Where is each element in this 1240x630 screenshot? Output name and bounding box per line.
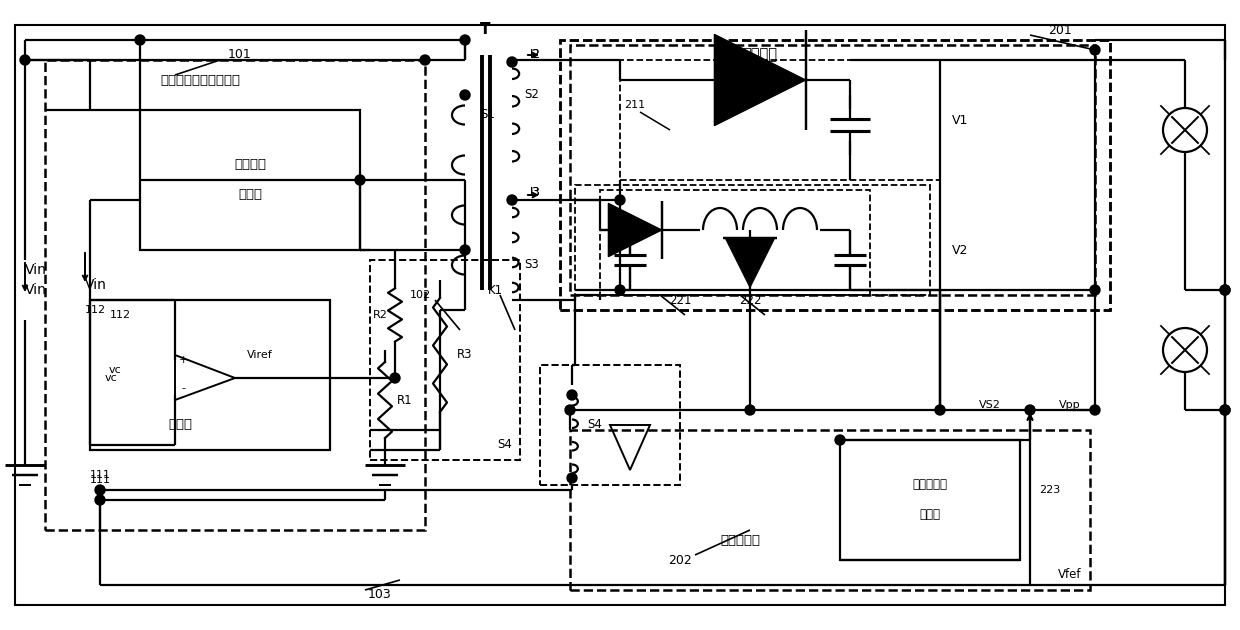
Bar <box>570 430 1090 590</box>
Text: Viref: Viref <box>247 350 273 360</box>
Circle shape <box>95 495 105 505</box>
Text: S4: S4 <box>588 418 603 432</box>
Bar <box>539 365 680 485</box>
Text: S3: S3 <box>525 258 539 272</box>
Bar <box>370 260 520 460</box>
Bar <box>45 60 425 530</box>
Text: S2: S2 <box>525 88 539 101</box>
Text: vc: vc <box>105 373 118 383</box>
Text: Vin: Vin <box>25 283 47 297</box>
Text: 223: 223 <box>1039 485 1060 495</box>
Circle shape <box>567 473 577 483</box>
Text: VS2: VS2 <box>980 400 1001 410</box>
Bar <box>839 440 1021 560</box>
Bar <box>600 190 870 295</box>
Bar <box>570 45 1095 295</box>
Circle shape <box>1220 405 1230 415</box>
Circle shape <box>1220 285 1230 295</box>
Text: 111: 111 <box>89 470 110 480</box>
Circle shape <box>1220 405 1230 415</box>
Text: 222: 222 <box>739 294 761 307</box>
Circle shape <box>460 90 470 100</box>
Circle shape <box>835 435 844 445</box>
Polygon shape <box>714 35 806 125</box>
Text: V2: V2 <box>952 244 968 256</box>
Text: 112: 112 <box>84 305 105 315</box>
Circle shape <box>507 57 517 67</box>
Circle shape <box>391 373 401 383</box>
Text: I3: I3 <box>529 185 541 198</box>
Text: 221: 221 <box>668 294 691 307</box>
Circle shape <box>935 405 945 415</box>
Text: 102: 102 <box>409 290 430 300</box>
Circle shape <box>1090 405 1100 415</box>
Circle shape <box>420 55 430 65</box>
Text: Vin: Vin <box>86 278 107 292</box>
Text: Vfef: Vfef <box>1058 568 1081 581</box>
Text: 112: 112 <box>109 310 130 320</box>
Bar <box>140 110 360 250</box>
Circle shape <box>615 195 625 205</box>
Text: I3: I3 <box>529 185 541 198</box>
Circle shape <box>745 405 755 415</box>
Text: 101: 101 <box>228 49 252 62</box>
Circle shape <box>615 285 625 295</box>
Circle shape <box>95 485 105 495</box>
Text: 202: 202 <box>668 554 692 566</box>
Text: 111: 111 <box>89 475 110 485</box>
Text: 子单元: 子单元 <box>238 188 262 202</box>
Text: 201: 201 <box>1048 23 1071 37</box>
Text: R3: R3 <box>458 348 472 362</box>
Circle shape <box>1090 45 1100 55</box>
Bar <box>560 40 1110 310</box>
Polygon shape <box>725 238 775 287</box>
Text: Vpp: Vpp <box>1059 400 1081 410</box>
Circle shape <box>567 390 577 400</box>
Text: 电流环: 电流环 <box>167 418 192 432</box>
Text: V1: V1 <box>952 113 968 127</box>
Text: Vin: Vin <box>25 263 47 277</box>
Text: 电压环控制: 电压环控制 <box>913 479 947 491</box>
Polygon shape <box>609 203 662 256</box>
Circle shape <box>1025 405 1035 415</box>
Text: 原边电流驱动控制单元: 原边电流驱动控制单元 <box>160 74 241 86</box>
Text: T: T <box>480 23 490 38</box>
Bar <box>91 300 330 450</box>
Text: -: - <box>181 383 185 393</box>
Bar <box>575 185 930 295</box>
Text: R2: R2 <box>372 310 387 320</box>
Circle shape <box>355 175 365 185</box>
Circle shape <box>507 195 517 205</box>
Text: 去绞波单元: 去绞波单元 <box>720 534 760 546</box>
Text: 功率单元: 功率单元 <box>743 47 777 62</box>
Text: 103: 103 <box>368 588 392 602</box>
Text: +: + <box>179 355 187 365</box>
Text: I2: I2 <box>529 49 541 62</box>
Text: 驱动控制: 驱动控制 <box>234 159 267 171</box>
Bar <box>560 40 1110 310</box>
Circle shape <box>20 55 30 65</box>
Circle shape <box>460 245 470 255</box>
Text: I2: I2 <box>529 49 541 62</box>
Circle shape <box>1220 285 1230 295</box>
Bar <box>620 60 940 180</box>
Text: S4: S4 <box>497 438 512 452</box>
Text: vc: vc <box>109 365 122 375</box>
Text: S1: S1 <box>481 108 496 122</box>
Circle shape <box>565 405 575 415</box>
Text: 211: 211 <box>625 100 646 110</box>
Circle shape <box>135 35 145 45</box>
Circle shape <box>1090 285 1100 295</box>
Text: R1: R1 <box>397 394 413 406</box>
Text: 子单元: 子单元 <box>920 508 940 522</box>
Text: K1: K1 <box>487 284 502 297</box>
Circle shape <box>460 35 470 45</box>
